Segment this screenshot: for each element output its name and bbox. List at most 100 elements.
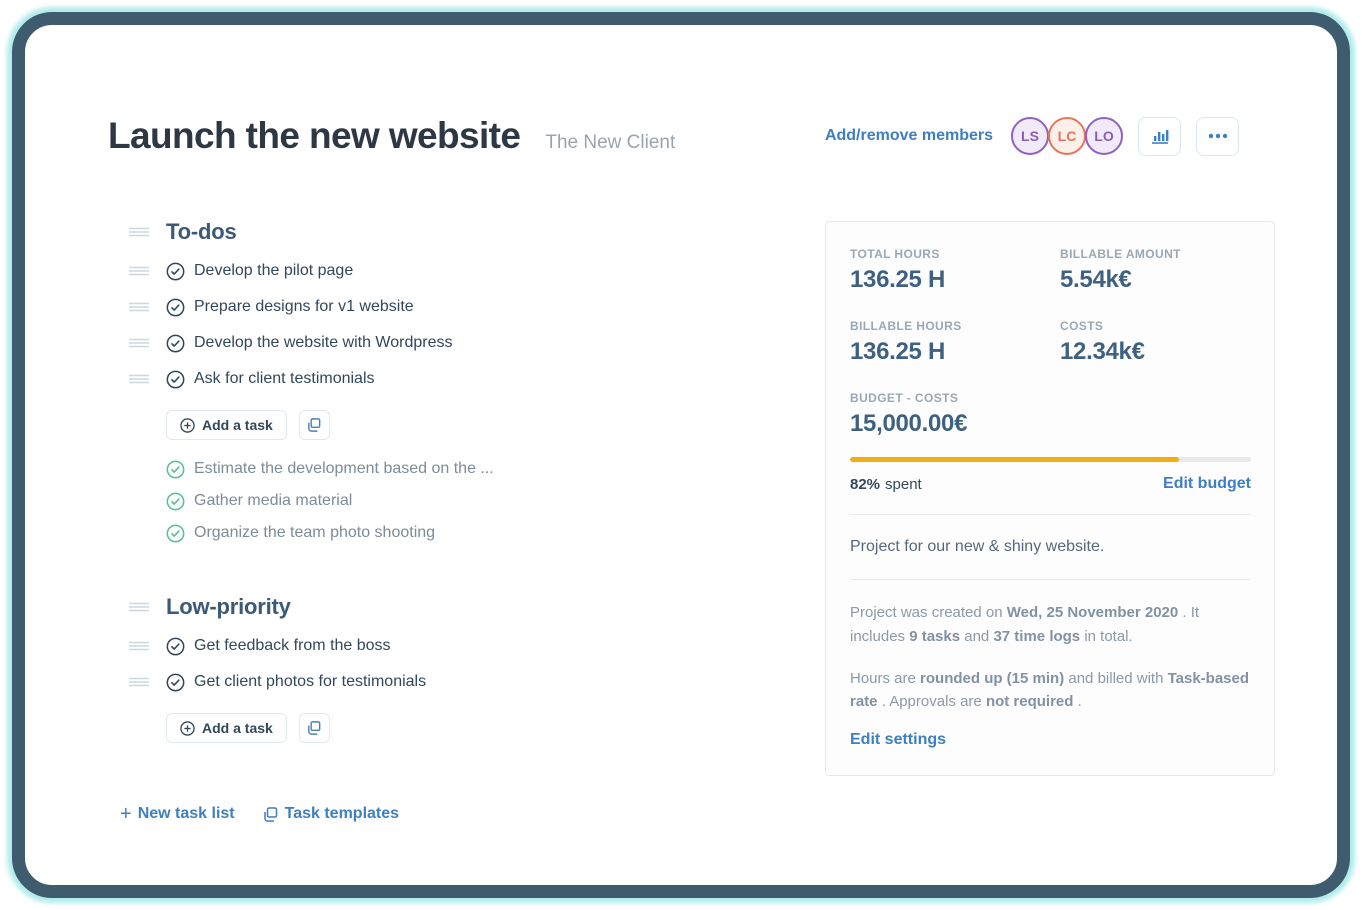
plus-circle-icon <box>180 417 195 433</box>
edit-budget-link[interactable]: Edit budget <box>1163 475 1251 492</box>
stat-value: 136.25 H <box>850 338 946 365</box>
budget-progress-fill <box>850 457 1179 462</box>
copy-icon <box>306 417 322 433</box>
task-list-title: Low-priority <box>166 594 291 619</box>
stat-costs: COSTS 12.34k€ <box>1060 319 1251 366</box>
add-remove-members-link[interactable]: Add/remove members <box>824 127 993 144</box>
task-row[interactable]: Prepare designs for v1 website <box>129 289 729 325</box>
budget-spent-row: 82% spent Edit budget <box>850 475 1251 493</box>
drag-handle-icon[interactable] <box>129 676 149 688</box>
member-avatar[interactable]: LO <box>1085 117 1123 155</box>
divider <box>850 579 1251 581</box>
add-task-button[interactable]: Add a task <box>166 713 287 743</box>
member-avatars: LS LC LO <box>1011 117 1123 155</box>
task-label[interactable]: Develop the pilot page <box>194 262 354 279</box>
completed-task-label[interactable]: Organize the team photo shooting <box>194 524 436 541</box>
title-wrap: Launch the new website The New Client <box>108 115 675 157</box>
footer-links: + New task list Task templates <box>120 804 399 824</box>
page-title: Launch the new website <box>108 115 521 156</box>
add-task-row: Add a task <box>166 410 729 440</box>
task-row[interactable]: Get feedback from the boss <box>129 628 729 664</box>
task-label[interactable]: Prepare designs for v1 website <box>194 298 414 315</box>
edit-settings-link[interactable]: Edit settings <box>850 731 947 749</box>
task-list-header: To-dos <box>129 218 729 246</box>
stat-billable-amount: BILLABLE AMOUNT 5.54k€ <box>1060 247 1251 294</box>
project-meta-billing: Hours are rounded up (15 min) and billed… <box>850 669 1250 711</box>
stat-value: 136.25 H <box>850 266 946 293</box>
ellipsis-icon <box>1207 132 1229 140</box>
task-label[interactable]: Develop the website with Wordpress <box>194 334 453 351</box>
completed-task-label[interactable]: Gather media material <box>194 492 353 509</box>
bar-chart-icon <box>1150 127 1170 145</box>
stat-value: 5.54k€ <box>1060 266 1132 293</box>
project-meta-created: Project was created on Wed, 25 November … <box>850 604 1200 645</box>
open-task-rows: Get feedback from the boss Get client pho… <box>129 628 729 700</box>
report-chart-button[interactable] <box>1138 116 1181 156</box>
drag-handle-icon[interactable] <box>129 373 149 385</box>
stats-grid: TOTAL HOURS 136.25 H BILLABLE AMOUNT 5.5… <box>850 247 1251 366</box>
drag-handle-icon[interactable] <box>129 301 149 313</box>
check-circle-done-icon[interactable] <box>166 492 185 511</box>
task-list-title: To-dos <box>166 219 237 244</box>
check-circle-icon[interactable] <box>166 262 185 281</box>
task-label[interactable]: Ask for client testimonials <box>194 370 375 387</box>
more-options-button[interactable] <box>1196 116 1239 156</box>
completed-task-label[interactable]: Estimate the development based on the ..… <box>194 460 494 477</box>
add-task-row: Add a task <box>166 713 729 743</box>
percent-spent-word: spent <box>885 475 922 493</box>
budget-progress-track <box>850 457 1251 462</box>
open-task-rows: Develop the pilot page Prepare designs fo… <box>129 253 729 397</box>
completed-task-row[interactable]: Estimate the development based on the ..… <box>166 453 729 485</box>
member-avatar[interactable]: LS <box>1011 117 1049 155</box>
client-name: The New Client <box>545 132 676 153</box>
project-stats-panel: TOTAL HOURS 136.25 H BILLABLE AMOUNT 5.5… <box>825 221 1275 777</box>
task-row[interactable]: Develop the pilot page <box>129 253 729 289</box>
check-circle-done-icon[interactable] <box>166 460 185 479</box>
new-task-list-link[interactable]: + New task list <box>120 804 235 824</box>
app-card: Launch the new website The New Client Ad… <box>12 12 1350 898</box>
plus-circle-icon <box>180 720 195 736</box>
task-label[interactable]: Get client photos for testimonials <box>194 673 427 690</box>
stat-label: BILLABLE HOURS <box>850 319 962 333</box>
completed-task-row[interactable]: Gather media material <box>166 485 729 517</box>
budget-block: BUDGET - COSTS 15,000.00€ 82% spent Edit… <box>850 391 1251 493</box>
add-task-label: Add a task <box>202 720 273 736</box>
task-templates-label: Task templates <box>284 805 400 822</box>
drag-handle-icon[interactable] <box>129 226 149 238</box>
drag-handle-icon[interactable] <box>129 640 149 652</box>
budget-label: BUDGET - COSTS <box>850 391 959 405</box>
check-circle-icon[interactable] <box>166 673 185 692</box>
check-circle-icon[interactable] <box>166 370 185 389</box>
task-row[interactable]: Ask for client testimonials <box>129 361 729 397</box>
new-task-list-label: New task list <box>137 805 235 822</box>
drag-handle-icon[interactable] <box>129 601 149 613</box>
drag-handle-icon[interactable] <box>129 265 149 277</box>
stat-billable-hours: BILLABLE HOURS 136.25 H <box>850 319 1060 366</box>
stat-label: COSTS <box>1060 319 1104 333</box>
task-list-section: To-dos Develop the pilot page Prepare desi… <box>129 218 729 549</box>
copy-tasks-button[interactable] <box>298 410 330 440</box>
task-list-header: Low-priority <box>129 593 729 621</box>
copy-tasks-button[interactable] <box>298 713 330 743</box>
drag-handle-icon[interactable] <box>129 337 149 349</box>
check-circle-icon[interactable] <box>166 637 185 656</box>
add-task-button[interactable]: Add a task <box>166 410 287 440</box>
task-row[interactable]: Develop the website with Wordpress <box>129 325 729 361</box>
task-list-section: Low-priority Get feedback from the boss Ge… <box>129 593 729 743</box>
project-description: Project for our new & shiny website. <box>850 538 1105 555</box>
task-row[interactable]: Get client photos for testimonials <box>129 664 729 700</box>
project-header: Launch the new website The New Client Ad… <box>108 115 1239 157</box>
copy-icon <box>306 720 322 736</box>
check-circle-icon[interactable] <box>166 334 185 353</box>
check-circle-done-icon[interactable] <box>166 524 185 543</box>
stat-label: BILLABLE AMOUNT <box>1060 247 1181 261</box>
copy-icon <box>262 806 279 823</box>
budget-value: 15,000.00€ <box>850 410 968 437</box>
member-avatar[interactable]: LC <box>1048 117 1086 155</box>
task-label[interactable]: Get feedback from the boss <box>194 637 391 654</box>
stat-total-hours: TOTAL HOURS 136.25 H <box>850 247 1060 294</box>
task-templates-link[interactable]: Task templates <box>262 805 399 823</box>
completed-task-row[interactable]: Organize the team photo shooting <box>166 517 729 549</box>
check-circle-icon[interactable] <box>166 298 185 317</box>
task-lists: To-dos Develop the pilot page Prepare desi… <box>129 218 729 743</box>
